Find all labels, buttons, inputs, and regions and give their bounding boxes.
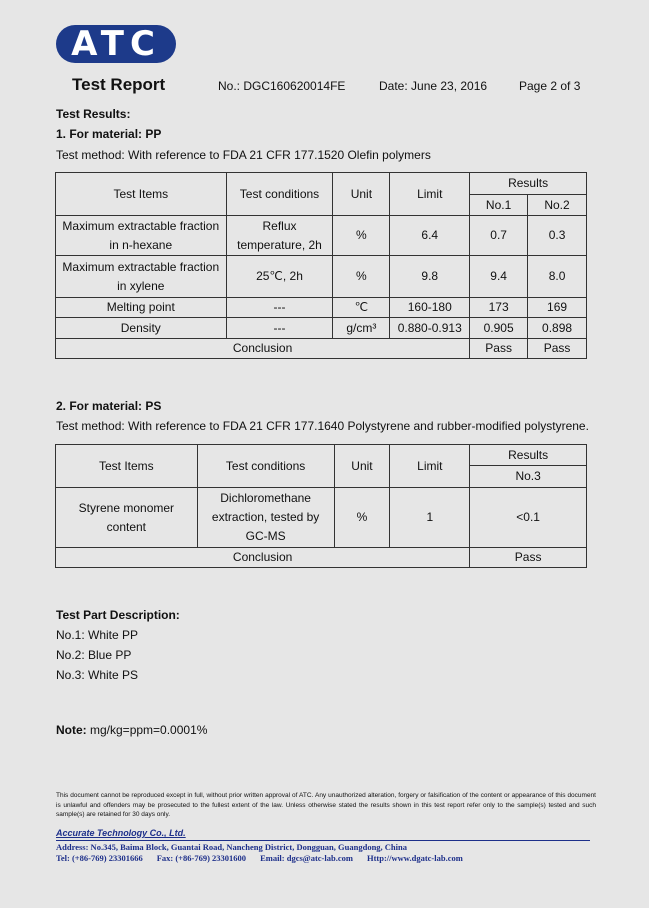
- cell-item: Styrene monomer content: [55, 487, 198, 548]
- cell-no2: 0.898: [527, 317, 587, 339]
- company-tel: Tel: (+86-769) 23301666: [56, 853, 143, 863]
- table-row: Styrene monomer content Dichloromethane e…: [55, 487, 587, 548]
- cell-item: Density: [55, 317, 227, 339]
- cell-no2: 0.3: [527, 215, 587, 256]
- report-header: Test Report No.: DGC160620014FE Date: Ju…: [72, 75, 580, 95]
- cell-conditions: Dichloromethane extraction, tested by GC…: [196, 487, 335, 548]
- cell-unit: %: [332, 215, 391, 256]
- header-limit: Limit: [389, 172, 471, 216]
- atc-logo: ATC: [56, 25, 176, 63]
- cell-no3: <0.1: [469, 487, 587, 548]
- disclaimer: This document cannot be reproduced excep…: [56, 792, 596, 818]
- header-conditions: Test conditions: [225, 172, 334, 216]
- conclusion-row: Conclusion Pass Pass: [54, 338, 587, 359]
- part-item: No.2: Blue PP: [56, 648, 132, 662]
- cell-limit: 9.8: [389, 255, 471, 298]
- cell-no1: 173: [469, 297, 529, 318]
- cell-limit: 1: [389, 487, 471, 548]
- header-unit: Unit: [333, 444, 391, 488]
- section1-heading: 1. For material: PP: [56, 127, 162, 141]
- cell-limit: 160-180: [389, 297, 471, 318]
- table-row: Maximum extractable fraction in xylene 25…: [55, 255, 587, 298]
- section2-method: Test method: With reference to FDA 21 CF…: [56, 419, 589, 433]
- cell-limit: 6.4: [389, 215, 471, 256]
- ps-results-table: Test Items Test conditions Unit Limit Result…: [54, 444, 587, 568]
- company-fax: Fax: (+86-769) 23301600: [156, 853, 247, 863]
- conclusion-no3: Pass: [469, 547, 587, 568]
- header-no3: No.3: [469, 465, 587, 488]
- cell-no2: 169: [527, 297, 587, 318]
- cell-no1: 0.905: [469, 317, 529, 339]
- report-date: Date: June 23, 2016: [379, 79, 488, 93]
- cell-item: Maximum extractable fraction in n-hexane: [55, 215, 227, 256]
- parts-heading: Test Part Description:: [56, 608, 180, 622]
- page-number: Page 2 of 3: [519, 79, 581, 93]
- note-text: mg/kg=ppm=0.0001%: [86, 723, 208, 737]
- part-item: No.3: White PS: [56, 668, 139, 682]
- section1-method: Test method: With reference to FDA 21 CF…: [56, 148, 431, 162]
- header-test-items: Test Items: [55, 172, 227, 216]
- cell-no1: 9.4: [469, 255, 529, 298]
- section2-heading: 2. For material: PS: [56, 399, 162, 413]
- cell-conditions: 25℃, 2h: [225, 255, 334, 298]
- cell-no1: 0.7: [469, 215, 529, 256]
- conclusion-label: Conclusion: [54, 547, 471, 568]
- cell-item: Maximum extractable fraction in xylene: [55, 255, 227, 298]
- header-limit: Limit: [389, 444, 471, 488]
- cell-unit: %: [333, 487, 391, 548]
- cell-limit: 0.880-0.913: [389, 317, 471, 339]
- conclusion-label: Conclusion: [54, 338, 471, 359]
- cell-unit: g/cm³: [332, 317, 391, 339]
- header-unit: Unit: [332, 172, 391, 216]
- table-row: Maximum extractable fraction in n-hexane…: [55, 215, 587, 256]
- footer-divider: [56, 840, 590, 841]
- cell-item: Melting point: [55, 297, 227, 318]
- header-no1: No.1: [469, 194, 529, 216]
- pp-results-table: Test Items Test conditions Unit Limit Result…: [54, 172, 587, 359]
- report-title: Test Report: [72, 75, 166, 94]
- header-test-items: Test Items: [55, 444, 198, 488]
- cell-no2: 8.0: [527, 255, 587, 298]
- company-address: Address: No.345, Baima Block, Guantai Ro…: [56, 842, 407, 852]
- conclusion-no2: Pass: [527, 338, 587, 359]
- header-results: Results: [469, 444, 587, 466]
- company-name: Accurate Technology Co., Ltd.: [56, 828, 186, 838]
- table-row: Melting point --- ℃ 160-180 173 169: [55, 297, 587, 318]
- conclusion-no1: Pass: [469, 338, 529, 359]
- cell-unit: ℃: [332, 297, 391, 318]
- cell-unit: %: [332, 255, 391, 298]
- part-item: No.1: White PP: [56, 628, 139, 642]
- header-results: Results: [469, 172, 587, 195]
- report-number: No.: DGC160620014FE: [218, 79, 346, 93]
- cell-conditions: ---: [225, 317, 334, 339]
- footer-contacts: Tel: (+86-769) 23301666 Fax: (+86-769) 2…: [56, 853, 463, 863]
- header-conditions: Test conditions: [196, 444, 335, 488]
- conclusion-row: Conclusion Pass: [54, 547, 587, 568]
- note-label: Note:: [56, 723, 87, 737]
- cell-conditions: Reflux temperature, 2h: [225, 215, 334, 256]
- results-heading: Test Results:: [56, 107, 131, 121]
- table-row: Density --- g/cm³ 0.880-0.913 0.905 0.898: [55, 317, 587, 339]
- company-website[interactable]: Http://www.dgatc-lab.com: [366, 853, 463, 863]
- cell-conditions: ---: [225, 297, 334, 318]
- note: Note: mg/kg=ppm=0.0001%: [56, 723, 207, 737]
- header-no2: No.2: [527, 194, 587, 216]
- company-email: Email: dgcs@atc-lab.com: [260, 853, 353, 863]
